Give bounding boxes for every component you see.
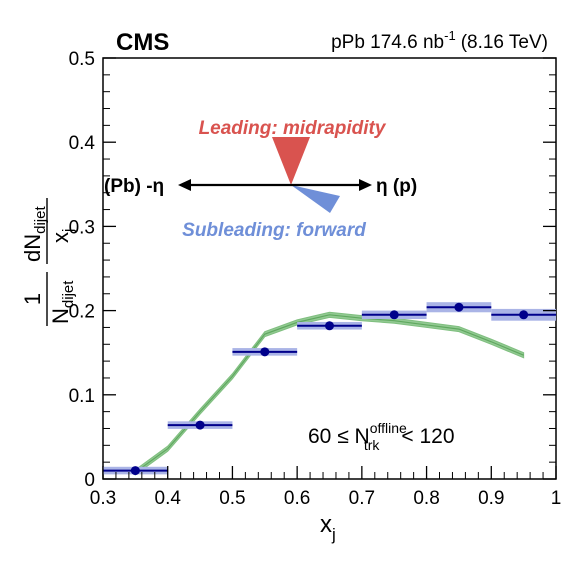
data-point — [195, 420, 205, 430]
y-label-den-b-sub: j — [60, 229, 77, 233]
y-label-num-b: dNdijet — [20, 206, 49, 262]
x-label-sub: j — [331, 525, 336, 544]
y-label-den-a-main: N — [48, 308, 73, 324]
leading-label: Leading: midrapidity — [199, 118, 387, 139]
y-tick-label: 0.5 — [69, 49, 95, 70]
x-tick-label: 0.3 — [90, 488, 116, 509]
selection-sub: trk — [364, 437, 381, 453]
run-info-label: pPb 174.6 nb-1 (8.16 TeV) — [331, 28, 548, 53]
y-label-num-b-main: dN — [20, 234, 45, 262]
x-tick-label: 0.5 — [219, 488, 245, 509]
y-label-num-a: 1 — [20, 293, 45, 305]
selection-sup: offline — [370, 420, 407, 436]
x-axis-label: xj — [320, 511, 336, 544]
data-point — [454, 302, 464, 312]
y-tick-label: 0.3 — [69, 217, 95, 238]
x-tick-label: 1 — [551, 488, 562, 509]
model-band — [134, 311, 525, 476]
leading-jet-marker — [272, 137, 310, 185]
y-tick-label: 0.1 — [69, 386, 95, 407]
y-label-den-b-main: x — [48, 232, 73, 243]
y-tick-label: 0 — [84, 470, 95, 491]
x-label-main: x — [320, 511, 332, 538]
data-point — [260, 347, 270, 357]
y-tick-label: 0.2 — [69, 302, 95, 323]
y-label-den-a-sub: dijet — [60, 280, 77, 308]
data-point — [325, 321, 334, 331]
x-tick-label: 0.8 — [413, 488, 439, 509]
eta-left-label: (Pb) -η — [104, 176, 164, 197]
x-tick-label: 0.9 — [478, 488, 504, 509]
run-system: pPb 174.6 nb — [331, 32, 444, 53]
eta-left-arrowhead — [178, 179, 191, 191]
y-label-num-b-sub: dijet — [32, 206, 49, 234]
x-tick-label: 0.6 — [284, 488, 310, 509]
kinematics-diagram: Leading: midrapidity (Pb) -η η (p) Suble… — [104, 118, 417, 241]
data-point — [389, 310, 399, 320]
data-point — [130, 466, 140, 476]
model-line — [135, 314, 524, 473]
y-tick-label: 0.4 — [69, 133, 96, 154]
selection-label: 60 ≤ Noffline trk < 120 — [308, 420, 455, 453]
selection-prefix: 60 ≤ N — [308, 425, 370, 448]
subleading-label: Subleading: forward — [182, 220, 366, 241]
y-label-den-b: xj — [48, 229, 77, 243]
x-tick-label: 0.7 — [349, 488, 375, 509]
data-point — [519, 310, 529, 320]
run-energy: (8.16 TeV) — [461, 32, 548, 53]
run-lumi-sup: -1 — [444, 28, 456, 43]
y-label-den-a: Ndijet — [48, 280, 77, 324]
experiment-label: CMS — [116, 29, 169, 56]
eta-right-arrowhead — [359, 179, 372, 191]
x-tick-label: 0.4 — [155, 488, 182, 509]
plot-frame — [102, 57, 557, 480]
y-axis-label: 1 Ndijet dNdijet xj — [20, 198, 77, 326]
eta-right-label: η (p) — [376, 176, 417, 197]
selection-suffix: < 120 — [401, 425, 454, 448]
subleading-jet-marker — [291, 185, 340, 213]
